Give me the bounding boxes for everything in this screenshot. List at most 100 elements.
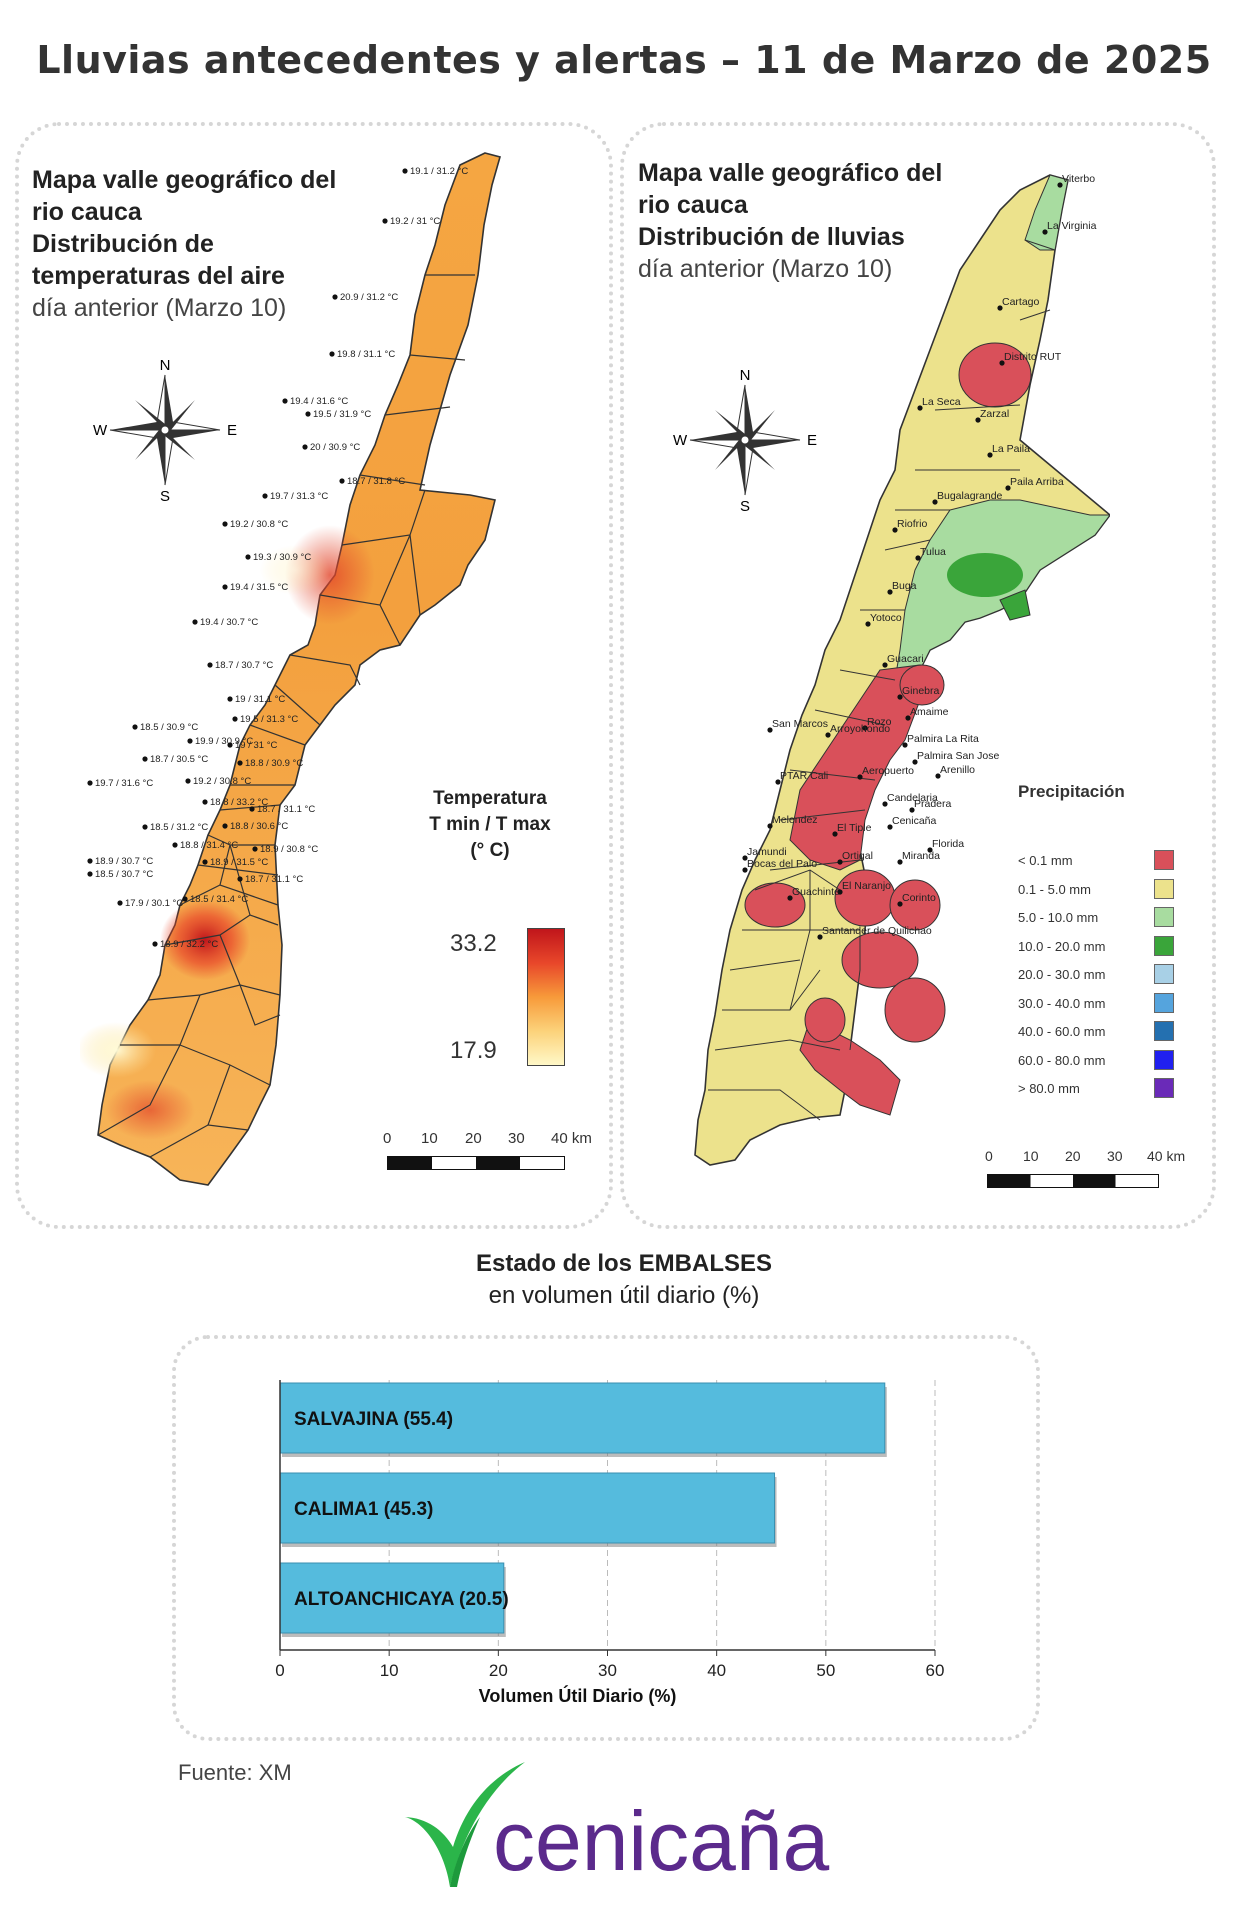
station-dot: [87, 858, 93, 864]
x-tick-label: 50: [816, 1661, 835, 1680]
rain-title-line1: Mapa valle geográfico del: [638, 159, 943, 187]
scale-label: 10: [1023, 1148, 1039, 1164]
temperature-station-label: 19.8 / 31.1 °C: [337, 349, 395, 360]
station-dot: [917, 405, 923, 411]
station-dot: [185, 778, 191, 784]
station-dot: [912, 759, 918, 765]
temperature-color-ramp: [527, 928, 565, 1066]
bar: [279, 1382, 886, 1454]
station-dot: [249, 806, 255, 812]
rainfall-panel: [620, 122, 1216, 1229]
temperature-station-label: 19.5 / 31.3 °C: [240, 714, 298, 725]
scale-label: 10: [421, 1130, 438, 1147]
station-dot: [202, 859, 208, 865]
station-dot: [902, 742, 908, 748]
station-dot: [252, 846, 258, 852]
rainfall-station-label: Miranda: [902, 850, 940, 862]
station-dot: [305, 411, 311, 417]
compass-n: N: [160, 357, 171, 374]
precip-legend-label: 20.0 - 30.0 mm: [1018, 967, 1106, 982]
station-dot: [787, 895, 793, 901]
compass-n: N: [740, 367, 751, 384]
rainfall-station-label: Pradera: [914, 798, 952, 810]
rainfall-station-label: Florida: [932, 838, 964, 850]
station-dot: [382, 218, 388, 224]
temperature-station-label: 18.5 / 31.2 °C: [150, 822, 208, 833]
rain-title-line3: Distribución de lluvias: [638, 223, 905, 251]
rainfall-station-label: Viterbo: [1062, 173, 1095, 185]
precip-legend-swatch: [1154, 964, 1174, 984]
x-tick-label: 40: [707, 1661, 726, 1680]
temp-legend-line3: (° C): [470, 840, 510, 861]
cenicana-logo: cenicaña: [405, 1762, 830, 1888]
temperature-stations: 19.1 / 31.2 °C 19.2 / 31 °C 20.9 / 31.2 °C…: [87, 166, 468, 950]
precip-legend-row: 40.0 - 60.0 mm: [1018, 1021, 1178, 1043]
rainfall-station-label: Amaime: [910, 706, 949, 718]
rainfall-station-label: Palmira La Rita: [907, 733, 979, 745]
station-dot: [767, 823, 773, 829]
station-dot: [222, 584, 228, 590]
temperature-station-label: 17.9 / 30.1 °C: [125, 898, 183, 909]
station-dot: [222, 823, 228, 829]
rainfall-station-label: Candelaria: [887, 792, 938, 804]
temperature-station-label: 18.7 / 30.7 °C: [215, 660, 273, 671]
compass-e: E: [807, 432, 817, 449]
station-dot: [832, 831, 838, 837]
leaf-icon: [405, 1762, 525, 1887]
temperature-station-label: 19.2 / 30.8 °C: [230, 519, 288, 530]
temperature-station-label: 18.8 / 31.4 °C: [180, 840, 238, 851]
temperature-station-label: 19.7 / 31.6 °C: [95, 778, 153, 789]
station-dot: [837, 889, 843, 895]
compass-rose-right: N S E W: [673, 367, 817, 515]
rain-polygon-lines: [708, 239, 1056, 1121]
station-dot: [142, 824, 148, 830]
logo-wordmark: cenicaña: [493, 1794, 830, 1888]
station-dot: [152, 941, 158, 947]
temperature-station-label: 18.5 / 31.4 °C: [190, 894, 248, 905]
bar: [279, 1472, 776, 1544]
station-dot: [742, 867, 748, 873]
temperature-station-label: 20.9 / 31.2 °C: [340, 292, 398, 303]
precip-legend-label: 0.1 - 5.0 mm: [1018, 881, 1091, 897]
x-tick-label: 0: [275, 1661, 284, 1680]
source-note: Fuente: XM: [178, 1760, 292, 1785]
temperature-station-label: 19 / 31.1 °C: [235, 694, 285, 705]
x-tick-label: 60: [926, 1661, 945, 1680]
rainfall-station-label: La Virginia: [1047, 220, 1097, 232]
compass-rose-left: N S E W: [93, 357, 237, 505]
rainfall-station-label: Aeropuerto: [862, 765, 914, 777]
reservoir-chart-panel: [172, 1335, 1040, 1741]
station-dot: [987, 452, 993, 458]
station-dot: [227, 742, 233, 748]
bar-label: CALIMA1 (45.3): [294, 1499, 433, 1520]
rainfall-station-label: Arenillo: [940, 764, 975, 776]
rainfall-station-label: Tulua: [920, 546, 946, 558]
precip-legend-title: Precipitación: [1018, 782, 1125, 801]
station-dot: [825, 732, 831, 738]
rainfall-station-label: Ginebra: [902, 685, 940, 697]
rainfall-station-label: Palmira San Jose: [917, 750, 999, 762]
station-dot: [1005, 485, 1011, 491]
scale-label: 40 km: [1147, 1148, 1186, 1164]
station-dot: [332, 294, 338, 300]
x-tick-label: 10: [380, 1661, 399, 1680]
scale-label: 30: [508, 1130, 525, 1147]
station-dot: [882, 801, 888, 807]
rainfall-station-label: La Seca: [922, 396, 961, 408]
rainfall-station-label: Rozo: [867, 716, 892, 728]
precip-legend-swatch: [1154, 907, 1174, 927]
scale-label: 0: [985, 1148, 993, 1164]
rainfall-station-label: Guacari: [887, 653, 924, 665]
rainfall-station-label: Guachinte: [792, 886, 840, 898]
precip-legend-label: > 80.0 mm: [1018, 1081, 1080, 1096]
reservoir-bar-chart: 0 10 20 30 40 50 60 SALVAJINA (55.4) CALIMA1 (45…: [275, 1380, 945, 1706]
rain-zone-dark-green: [947, 553, 1023, 597]
station-dot: [302, 444, 308, 450]
precip-legend-swatch: [1154, 1049, 1174, 1070]
thiessen-polygon-lines: [97, 274, 475, 1158]
station-dot: [1042, 229, 1048, 235]
rainfall-station-label: Santander de Quilichao: [822, 925, 932, 937]
precipitation-legend: Precipitación < 0.1 mm 0.1 - 5.0 mm 5.0 - …: [1018, 782, 1188, 1102]
station-dot: [207, 662, 213, 668]
temperature-station-label: 18.7 / 31.8 °C: [347, 476, 405, 487]
